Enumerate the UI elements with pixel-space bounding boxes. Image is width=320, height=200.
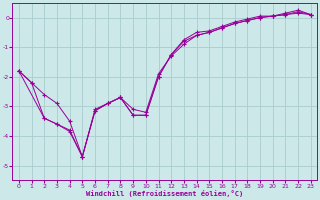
X-axis label: Windchill (Refroidissement éolien,°C): Windchill (Refroidissement éolien,°C): [86, 190, 244, 197]
